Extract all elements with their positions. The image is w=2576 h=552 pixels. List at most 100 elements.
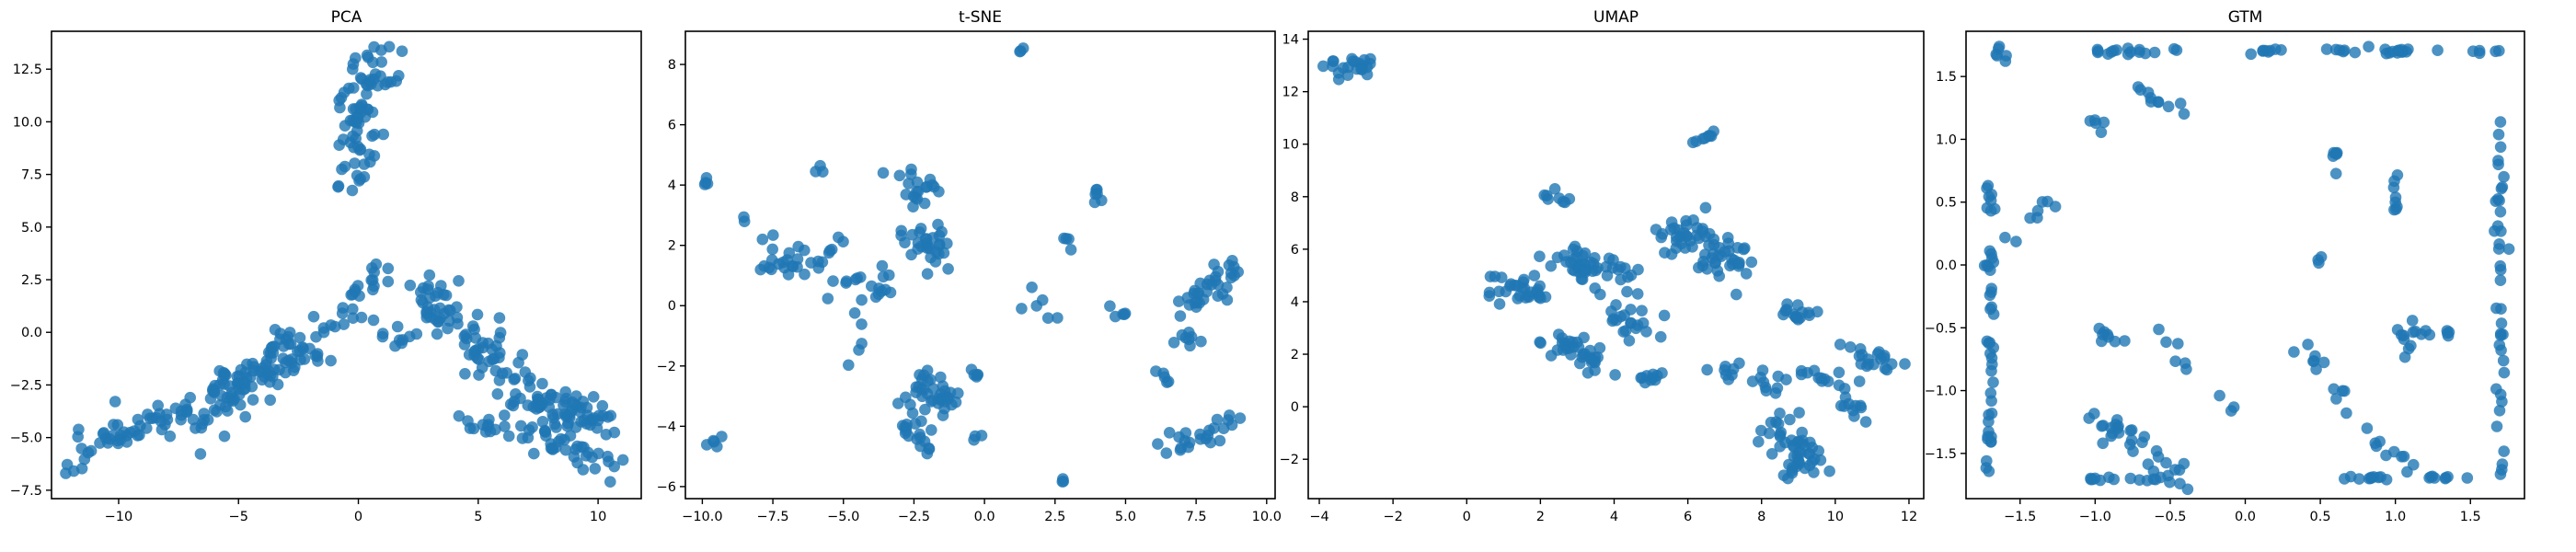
scatter-point — [805, 257, 817, 269]
scatter-point — [164, 430, 177, 443]
scatter-point — [2302, 339, 2314, 351]
scatter-point — [528, 447, 540, 460]
scatter-point — [2461, 472, 2474, 484]
scatter-point — [1853, 375, 1866, 387]
y-tick-label: −1.0 — [1925, 385, 1957, 399]
scatter-point — [2391, 47, 2404, 59]
scatter-point — [471, 308, 484, 321]
scatter-point — [468, 323, 480, 336]
scatter-point — [1167, 337, 1180, 349]
scatter-point — [1193, 297, 1205, 309]
scatter-point — [307, 310, 320, 323]
scatter-point — [911, 176, 924, 189]
scatter-point — [1696, 225, 1708, 237]
scatter-point — [837, 236, 849, 248]
scatter-point — [1693, 261, 1705, 274]
scatter-point — [504, 398, 517, 410]
scatter-point — [1703, 130, 1715, 142]
scatter-point — [920, 181, 932, 193]
scatter-point — [1984, 387, 1997, 399]
scatter-point — [914, 428, 926, 441]
scatter-point — [283, 327, 296, 339]
x-tick-label: −0.5 — [2154, 510, 2186, 524]
scatter-point — [756, 233, 769, 246]
y-tick-label: 1.5 — [1936, 70, 1957, 85]
scatter-point — [293, 331, 306, 344]
scatter-point — [1545, 259, 1558, 272]
scatter-point — [2497, 354, 2510, 367]
scatter-point — [2103, 471, 2115, 484]
scatter-point — [1659, 247, 1671, 259]
scatter-point — [1563, 192, 1576, 205]
scatter-point — [224, 380, 236, 392]
scatter-point — [2095, 126, 2108, 139]
scatter-point — [493, 312, 506, 324]
scatter-point — [1221, 293, 1234, 306]
scatter-point — [473, 353, 485, 365]
scatter-point — [1789, 311, 1801, 323]
scatter-point — [293, 345, 306, 357]
scatter-point — [2439, 472, 2452, 485]
scatter-point — [1632, 263, 1644, 276]
scatter-point — [1780, 374, 1792, 385]
scatter-point — [2245, 48, 2257, 61]
scatter-point — [349, 157, 361, 169]
scatter-point — [271, 378, 284, 391]
scatter-point — [1875, 353, 1887, 365]
scatter-point — [1986, 252, 1998, 264]
scatter-point — [346, 184, 359, 197]
scatter-point — [489, 364, 502, 377]
scatter-point — [2369, 437, 2382, 450]
scatter-point — [1483, 286, 1496, 299]
scatter-points — [60, 40, 629, 488]
scatter-points — [1978, 40, 2515, 496]
scatter-point — [738, 211, 750, 224]
scatter-point — [2317, 356, 2330, 369]
scatter-point — [458, 339, 471, 351]
scatter-point — [1568, 253, 1580, 266]
x-tick-label: −10 — [105, 510, 133, 524]
scatter-point — [1999, 55, 2012, 67]
x-tick-label: 4 — [1610, 510, 1618, 524]
scatter-point — [1709, 257, 1721, 269]
scatter-point — [453, 275, 465, 287]
y-tick-label: −1.5 — [1925, 447, 1957, 462]
scatter-point — [1784, 413, 1796, 426]
scatter-point — [616, 454, 629, 466]
scatter-point — [208, 385, 220, 397]
y-tick-label: 5.0 — [21, 221, 42, 236]
scatter-point — [2110, 414, 2123, 426]
scatter-point — [2088, 472, 2101, 485]
scatter-point — [559, 443, 572, 456]
x-tick-label: 2 — [1536, 510, 1545, 524]
scatter-point — [1578, 331, 1590, 344]
scatter-point — [2024, 212, 2036, 224]
scatter-point — [523, 374, 535, 387]
scatter-point — [773, 258, 785, 270]
scatter-point — [1584, 344, 1596, 357]
scatter-point — [589, 463, 602, 475]
scatter-point — [108, 429, 120, 442]
scatter-point — [1015, 45, 1027, 57]
scatter-point — [921, 268, 934, 281]
scatter-point — [600, 429, 613, 441]
scatter-point — [971, 369, 983, 381]
scatter-point — [325, 354, 337, 367]
scatter-point — [1631, 288, 1644, 300]
scatter-point — [896, 420, 909, 432]
scatter-point — [1779, 436, 1791, 449]
scatter-point — [368, 40, 380, 53]
scatter-point — [1859, 416, 1872, 428]
scatter-point — [758, 259, 770, 272]
scatter-point — [266, 340, 279, 353]
scatter-point — [132, 413, 144, 426]
scatter-point — [926, 394, 938, 407]
scatter-point — [1163, 427, 1176, 439]
scatter-point — [2495, 344, 2507, 357]
scatter-point — [1675, 237, 1687, 250]
scatter-point — [1795, 446, 1807, 459]
scatter-point — [1110, 310, 1121, 323]
scatter-point — [2133, 474, 2145, 486]
scatter-point — [2169, 355, 2181, 368]
